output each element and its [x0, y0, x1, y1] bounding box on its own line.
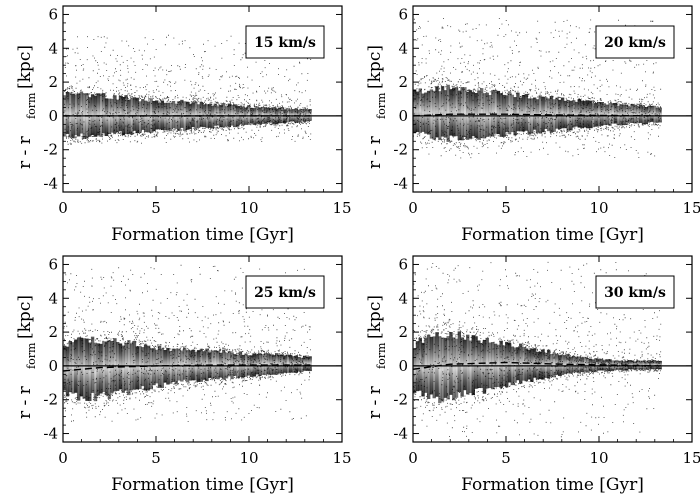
median-dashed-line: [62, 364, 311, 372]
y-axis-title-subscript: form: [375, 92, 388, 119]
y-tick-label: -2: [43, 391, 58, 409]
legend-box: 15 km/s: [245, 25, 325, 59]
y-axis-title-subscript: form: [375, 342, 388, 369]
y-axis-title: r - r form [kpc]: [15, 45, 38, 169]
y-tick-label: -2: [393, 391, 408, 409]
x-tick-label: 15: [332, 449, 351, 467]
x-axis-title: Formation time [Gyr]: [461, 225, 644, 245]
y-tick-label: -4: [393, 175, 408, 193]
y-tick-label: -4: [393, 425, 408, 443]
axis-ticks: 0 5 10 15 -4 -2 0 2 4 6: [43, 255, 351, 467]
panel-bottom-left: 0 5 10 15 -4 -2 0 2 4 6 25 km/s Formation time [G…: [15, 255, 352, 495]
legend-frame: [245, 25, 325, 59]
y-tick-label: 0: [48, 357, 58, 375]
x-tick-label: 5: [501, 449, 511, 467]
x-tick-label: 15: [332, 199, 351, 217]
x-axis-title: Formation time [Gyr]: [461, 475, 644, 495]
median-dashed-line: [412, 361, 661, 370]
legend-box: 20 km/s: [595, 25, 675, 59]
legend-box: 30 km/s: [595, 275, 675, 309]
y-tick-label: 4: [398, 39, 408, 57]
x-tick-label: 10: [239, 449, 258, 467]
y-tick-label: -4: [43, 425, 58, 443]
y-axis-title-unit: [kpc]: [365, 45, 385, 89]
y-tick-label: 2: [398, 73, 408, 91]
y-axis-title-main: r - r: [365, 135, 385, 169]
x-tick-label: 10: [239, 199, 258, 217]
y-tick-label: 2: [48, 323, 58, 341]
y-axis-title-unit: [kpc]: [15, 295, 35, 339]
x-axis-title: Formation time [Gyr]: [111, 475, 294, 495]
x-axis-title: Formation time [Gyr]: [111, 225, 294, 245]
legend-frame: [595, 275, 675, 309]
x-tick-label: 5: [151, 449, 161, 467]
x-tick-label: 0: [408, 449, 418, 467]
y-axis-title-subscript: form: [25, 92, 38, 119]
y-tick-label: 6: [398, 255, 408, 273]
y-tick-label: 0: [48, 107, 58, 125]
x-tick-label: 0: [58, 199, 68, 217]
y-axis-title: r - r form [kpc]: [365, 295, 388, 419]
legend-frame: [595, 25, 675, 59]
panel-bottom-right: 0 5 10 15 -4 -2 0 2 4 6 30 km/s Formation time [G…: [365, 255, 700, 495]
y-axis-title-subscript: form: [25, 342, 38, 369]
y-axis-title-unit: [kpc]: [15, 45, 35, 89]
legend-box: 25 km/s: [245, 275, 325, 309]
legend-label: 15 km/s: [254, 35, 316, 51]
y-tick-label: -2: [393, 141, 408, 159]
y-axis-title-unit: [kpc]: [365, 295, 385, 339]
y-axis-title: r - r form [kpc]: [365, 45, 388, 169]
y-tick-label: 6: [398, 5, 408, 23]
y-axis-title: r - r form [kpc]: [15, 295, 38, 419]
x-tick-label: 10: [589, 449, 608, 467]
y-tick-label: 4: [48, 289, 58, 307]
legend-label: 20 km/s: [604, 35, 666, 51]
y-tick-label: 6: [48, 255, 58, 273]
x-tick-label: 5: [151, 199, 161, 217]
y-axis-title-main: r - r: [15, 385, 35, 419]
y-tick-label: 4: [398, 289, 408, 307]
axis-ticks: 0 5 10 15 -4 -2 0 2 4 6: [393, 5, 700, 217]
x-tick-label: 0: [408, 199, 418, 217]
legend-label: 25 km/s: [254, 285, 316, 301]
panel-top-right: 0 5 10 15 -4 -2 0 2 4 6 20 km/s Formation time [G…: [365, 5, 700, 245]
y-tick-label: -4: [43, 175, 58, 193]
y-tick-label: 2: [48, 73, 58, 91]
y-axis-title-main: r - r: [365, 385, 385, 419]
legend-label: 30 km/s: [604, 285, 666, 301]
y-tick-label: 0: [398, 357, 408, 375]
x-tick-label: 15: [682, 199, 700, 217]
y-tick-label: 6: [48, 5, 58, 23]
axis-ticks: 0 5 10 15 -4 -2 0 2 4 6: [393, 255, 700, 467]
y-tick-label: 0: [398, 107, 408, 125]
x-tick-label: 5: [501, 199, 511, 217]
y-tick-label: 4: [48, 39, 58, 57]
legend-frame: [245, 275, 325, 309]
x-tick-label: 10: [589, 199, 608, 217]
x-tick-label: 15: [682, 449, 700, 467]
axis-ticks: 0 5 10 15 -4 -2 0 2 4 6: [43, 5, 351, 217]
y-tick-label: -2: [43, 141, 58, 159]
panel-top-left: 0 5 10 15 -4 -2 0 2 4 6 15 km/s Formation time [G…: [15, 5, 352, 245]
median-dashed-line: [412, 113, 661, 117]
y-axis-title-main: r - r: [15, 135, 35, 169]
x-tick-label: 0: [58, 449, 68, 467]
y-tick-label: 2: [398, 323, 408, 341]
